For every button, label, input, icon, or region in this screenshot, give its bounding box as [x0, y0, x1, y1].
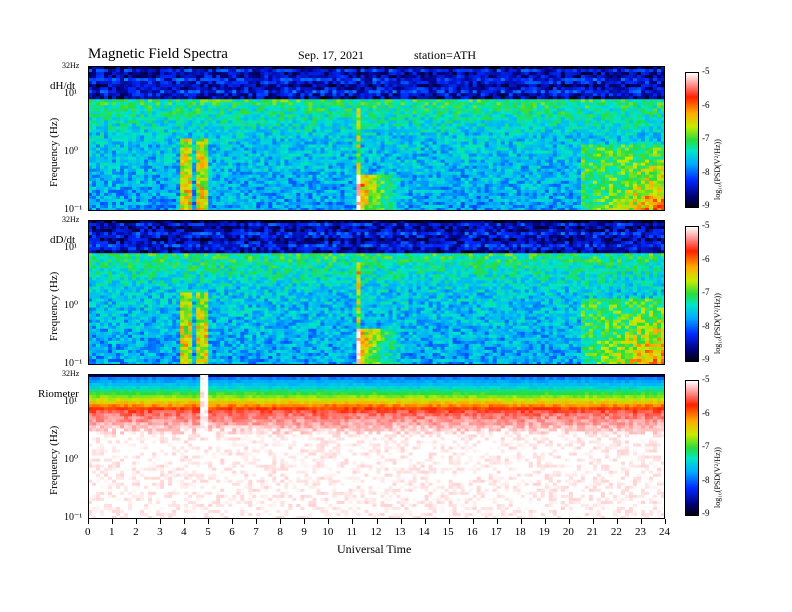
x-tick-0: 0: [85, 526, 91, 538]
colorbar-label-2: log₁₀(PSD(V²/Hz)): [713, 293, 722, 354]
x-tick-6: 6: [229, 526, 235, 538]
channel-label-3: Riometer: [38, 388, 79, 400]
x-tick-3: 3: [157, 526, 163, 538]
colorbar-3: [685, 380, 699, 516]
x-tick-mark-13: [400, 519, 402, 524]
x-tick-mark-2: [136, 519, 138, 524]
spectrogram-panel-3: [88, 374, 665, 519]
ytop-label-1: 32Hz: [62, 61, 79, 70]
colorbar-tick-1-2: -7: [702, 133, 710, 143]
x-tick-mark-23: [640, 519, 642, 524]
x-tick-mark-18: [520, 519, 522, 524]
x-tick-mark-16: [472, 519, 474, 524]
ytick-3-2: 10⁻¹: [64, 512, 82, 523]
x-tick-12: 12: [371, 526, 382, 538]
x-tick-23: 23: [635, 526, 646, 538]
x-tick-9: 9: [301, 526, 307, 538]
x-tick-22: 22: [611, 526, 622, 538]
colorbar-tick-3-2: -7: [702, 441, 710, 451]
colorbar-tick-3-3: -8: [702, 475, 710, 485]
colorbar-tick-1-1: -6: [702, 100, 710, 110]
x-axis-label: Universal Time: [337, 542, 411, 557]
ytop-label-3: 32Hz: [62, 369, 79, 378]
x-tick-24: 24: [659, 526, 670, 538]
x-tick-5: 5: [205, 526, 211, 538]
colorbar-tick-3-1: -6: [702, 408, 710, 418]
x-tick-2: 2: [133, 526, 139, 538]
x-tick-mark-14: [424, 519, 426, 524]
date-label: Sep. 17, 2021: [298, 48, 364, 63]
ytick-1-1: 10⁰: [64, 146, 78, 157]
colorbar-label-1: log₁₀(PSD(V²/Hz)): [713, 139, 722, 200]
spectrogram-image: [88, 66, 665, 211]
x-tick-mark-19: [544, 519, 546, 524]
x-tick-1: 1: [109, 526, 115, 538]
ytick-3-0: 10¹: [64, 396, 77, 407]
ytick-1-0: 10¹: [64, 88, 77, 99]
colorbar-tick-1-4: -9: [702, 200, 710, 210]
y-axis-label-1: Frequency (Hz): [48, 117, 60, 186]
colorbar-tick-1-0: -5: [702, 66, 710, 76]
x-tick-8: 8: [277, 526, 283, 538]
y-axis-label-3: Frequency (Hz): [48, 425, 60, 494]
x-tick-13: 13: [395, 526, 406, 538]
x-tick-mark-17: [496, 519, 498, 524]
station-label: station=ATH: [414, 48, 476, 63]
colorbar-tick-2-1: -6: [702, 254, 710, 264]
colorbar-tick-1-3: -8: [702, 167, 710, 177]
spectrogram-panel-1: [88, 66, 665, 211]
colorbar-label-3: log₁₀(PSD(V²/Hz)): [713, 447, 722, 508]
ytick-2-2: 10⁻¹: [64, 358, 82, 369]
x-tick-mark-5: [208, 519, 210, 524]
x-tick-11: 11: [346, 526, 357, 538]
x-tick-mark-21: [592, 519, 594, 524]
x-tick-mark-6: [232, 519, 234, 524]
ytop-label-2: 32Hz: [62, 215, 79, 224]
colorbar-tick-3-4: -9: [702, 508, 710, 518]
ytick-3-1: 10⁰: [64, 454, 78, 465]
ytick-1-2: 10⁻¹: [64, 204, 82, 215]
x-tick-15: 15: [443, 526, 454, 538]
x-tick-4: 4: [181, 526, 187, 538]
x-tick-mark-4: [184, 519, 186, 524]
x-tick-mark-22: [616, 519, 618, 524]
x-tick-14: 14: [419, 526, 430, 538]
ytick-2-0: 10¹: [64, 242, 77, 253]
colorbar-tick-2-3: -8: [702, 321, 710, 331]
channel-label-2: dD/dt: [50, 234, 75, 246]
x-tick-mark-7: [256, 519, 258, 524]
x-tick-mark-9: [304, 519, 306, 524]
x-tick-mark-8: [280, 519, 282, 524]
colorbar-tick-3-0: -5: [702, 374, 710, 384]
colorbar-tick-2-2: -7: [702, 287, 710, 297]
spectrogram-image: [88, 374, 665, 519]
x-tick-mark-15: [448, 519, 450, 524]
colorbar-2: [685, 226, 699, 362]
x-tick-20: 20: [563, 526, 574, 538]
x-tick-19: 19: [539, 526, 550, 538]
chart-title: Magnetic Field Spectra: [88, 46, 228, 63]
x-tick-mark-11: [352, 519, 354, 524]
x-tick-16: 16: [467, 526, 478, 538]
x-tick-mark-20: [568, 519, 570, 524]
colorbar-1: [685, 72, 699, 208]
x-tick-mark-3: [160, 519, 162, 524]
x-tick-17: 17: [491, 526, 502, 538]
x-tick-mark-24: [665, 519, 666, 524]
x-tick-21: 21: [587, 526, 598, 538]
colorbar-tick-2-4: -9: [702, 354, 710, 364]
x-tick-7: 7: [253, 526, 259, 538]
ytick-2-1: 10⁰: [64, 300, 78, 311]
channel-label-1: dH/dt: [50, 80, 75, 92]
x-tick-18: 18: [515, 526, 526, 538]
x-tick-mark-0: [88, 519, 89, 524]
x-tick-mark-10: [328, 519, 330, 524]
spectrogram-panel-2: [88, 220, 665, 365]
x-tick-mark-12: [376, 519, 378, 524]
colorbar-tick-2-0: -5: [702, 220, 710, 230]
y-axis-label-2: Frequency (Hz): [48, 271, 60, 340]
spectrogram-image: [88, 220, 665, 365]
x-tick-10: 10: [322, 526, 333, 538]
x-tick-mark-1: [112, 519, 114, 524]
